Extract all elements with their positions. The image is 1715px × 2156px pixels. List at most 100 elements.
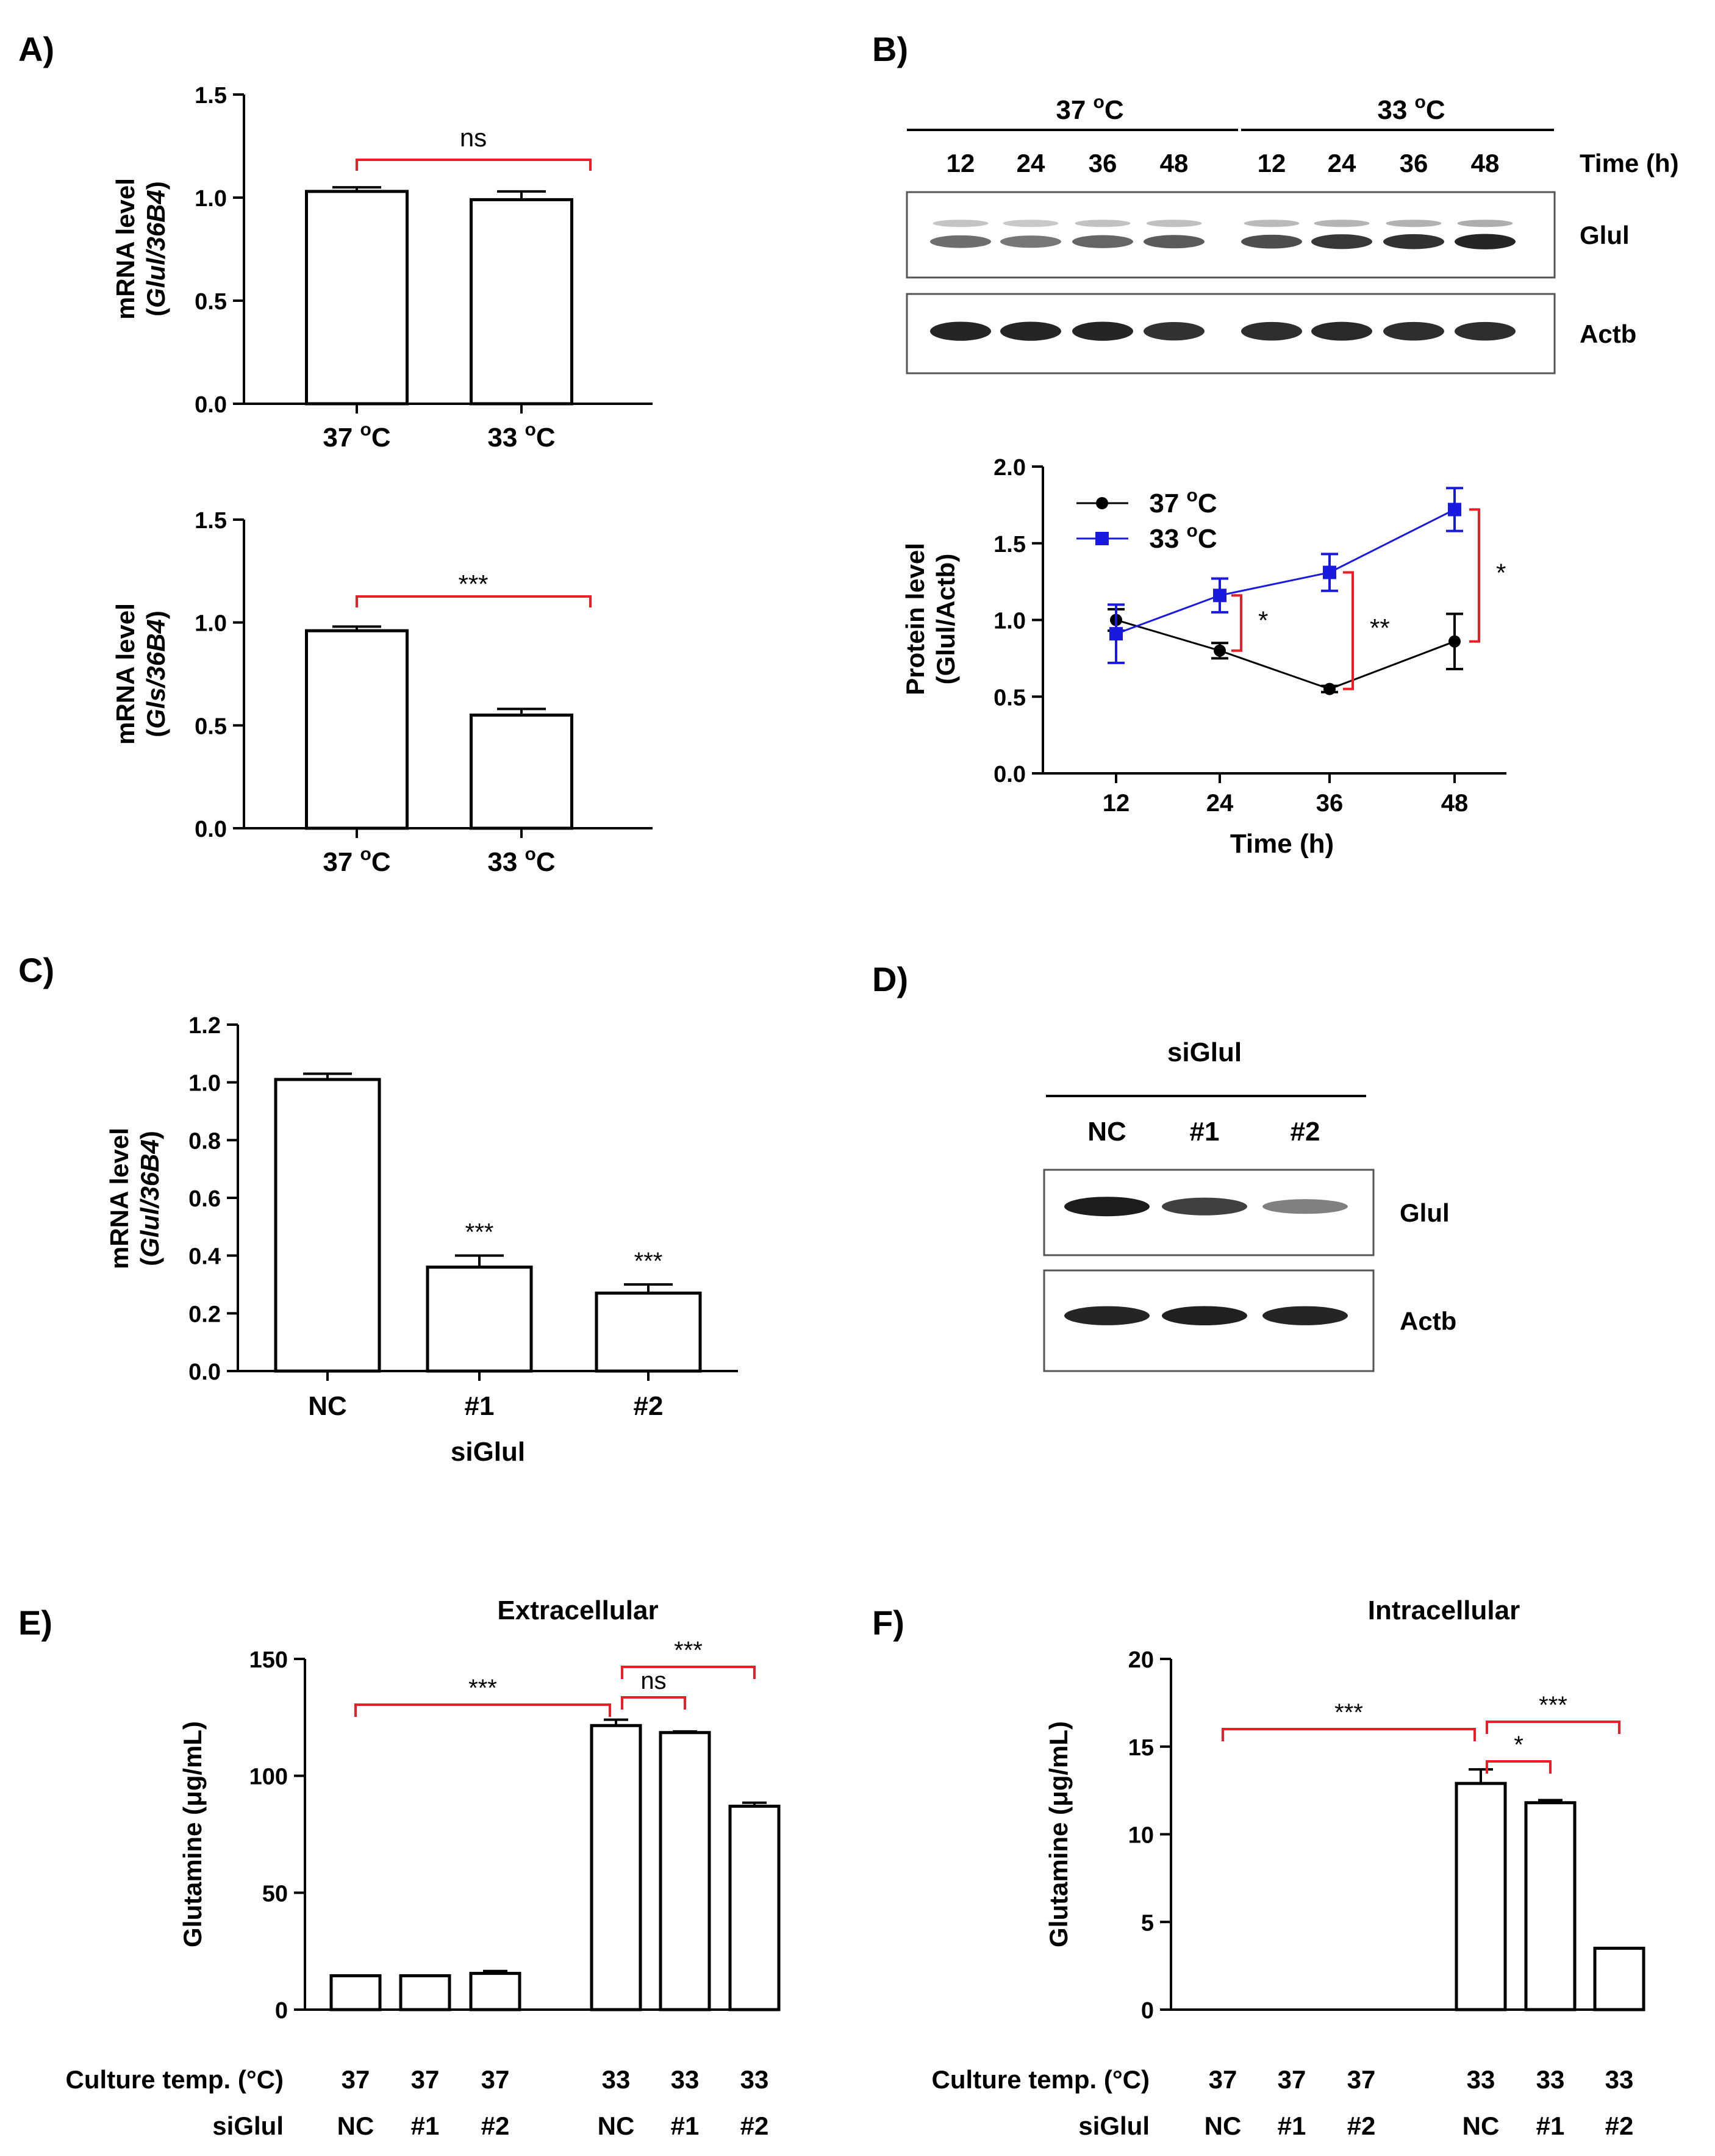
blot-B-band: [1455, 234, 1516, 249]
blot-D-band: [1262, 1199, 1348, 1214]
chart-B-legend-marker: [1095, 532, 1109, 545]
blot-B-lane-label: 12: [1258, 149, 1286, 177]
chart-C-x-label: #2: [634, 1391, 664, 1421]
chart-E-row-label-temp: Culture temp. (°C): [66, 2065, 284, 2094]
blot-D-row-label: Actb: [1400, 1307, 1456, 1336]
chart-E-significance-label: ns: [640, 1667, 666, 1694]
blot-B-band: [1000, 235, 1061, 248]
chart-B-x-tick-label: 12: [1103, 790, 1130, 817]
chart-E-temp-value: 33: [671, 2065, 700, 2094]
blot-B-upper-band: [1314, 220, 1370, 227]
chart-B-legend-label-unit: C: [1198, 524, 1217, 554]
chart-A2-y-label-ratio: (Gls/36B4): [141, 611, 170, 737]
chart-C-y-tick-label: 0.4: [188, 1244, 221, 1270]
chart-B-significance-label: *: [1496, 559, 1506, 587]
chart-A1-y-tick-label: 0.0: [195, 392, 227, 418]
chart-B-x-tick-label: 36: [1316, 790, 1344, 817]
blot-B-band: [1000, 321, 1061, 341]
chart-C-significance-label: ***: [634, 1248, 663, 1275]
blot-B-lane-label: 48: [1471, 149, 1500, 177]
panel-label-C: C): [18, 951, 54, 989]
blot-B-band: [1311, 234, 1372, 249]
chart-A1-bar: [470, 198, 573, 406]
chart-A1-y-tick-label: 0.5: [195, 289, 227, 315]
chart-F-significance-bracket: [1222, 1728, 1476, 1741]
blot-B-band: [1311, 321, 1372, 341]
chart-F-y-label: Glutamine (μg/mL): [1044, 1721, 1073, 1947]
chart-B-y-tick-label: 0.0: [994, 762, 1026, 787]
chart-A1-significance-bracket: [356, 159, 592, 171]
chart-F-temp-value: 37: [1209, 2065, 1237, 2094]
chart-E-temp-value: 37: [411, 2065, 440, 2094]
chart-A2-x-label-unit: C: [536, 847, 556, 877]
blot-B-band: [1383, 321, 1444, 341]
chart-A2-y-tick-label: 1.0: [195, 611, 227, 637]
chart-A2-x-label: 37 oC: [323, 844, 390, 877]
chart-B-legend-label-deg-symbol: o: [1187, 485, 1198, 506]
chart-B-significance-label: **: [1370, 614, 1390, 642]
y-label-paren: (: [141, 729, 170, 737]
blot-D-band: [1162, 1197, 1247, 1216]
chart-C-y-tick-label: 0.6: [188, 1186, 221, 1212]
chart-B-legend-label: 37 oC: [1149, 485, 1217, 518]
blot-B-upper-band: [933, 220, 989, 227]
y-label-paren: ): [135, 1131, 164, 1139]
chart-B-series-line-0: [1115, 619, 1455, 690]
chart-B-y-tick-label: 1.0: [994, 609, 1026, 634]
chart-C-x-label: NC: [308, 1391, 347, 1421]
panel-label-D: D): [872, 960, 908, 998]
chart-C-y-tick-label: 0.2: [188, 1302, 221, 1327]
chart-A2-bar: [305, 629, 409, 830]
chart-A1-x-label-num: 33: [487, 423, 525, 453]
chart-E-bar: [469, 1972, 521, 2011]
blot-B-group-37-deg-symbol: o: [1094, 92, 1105, 112]
chart-F-y-tick-label: 10: [1128, 1823, 1154, 1849]
blot-B-upper-band: [1146, 220, 1202, 227]
chart-F-temp-value: 33: [1536, 2065, 1565, 2094]
chart-E-temp-value: 37: [342, 2065, 370, 2094]
blot-D-lane-label: NC: [1087, 1117, 1126, 1147]
chart-A1-y-label-ratio: (Glul/36B4): [141, 181, 170, 317]
chart-E-siRNA-label: #1: [671, 2111, 700, 2140]
panel-label-F: F): [872, 1603, 904, 1642]
chart-A2-y-label: mRNA level: [111, 603, 140, 745]
chart-F-siRNA-label: #2: [1347, 2111, 1376, 2140]
chart-E-temp-value: 33: [602, 2065, 631, 2094]
chart-C-y-tick-label: 0.8: [188, 1128, 221, 1154]
chart-B-legend-label-num: 37: [1149, 489, 1186, 518]
blot-B-group-33: 33 oC: [1377, 92, 1445, 125]
blot-B-group-37: 37 oC: [1056, 92, 1123, 125]
chart-A1-x-label-deg-symbol: o: [360, 420, 371, 440]
blot-B-row-label: Actb: [1580, 320, 1636, 348]
chart-A1-x-label-unit: C: [371, 423, 391, 453]
blot-D-group-label: siGlul: [1167, 1037, 1242, 1067]
blot-B-lane-label: 12: [947, 149, 975, 177]
chart-F-temp-value: 37: [1347, 2065, 1376, 2094]
chart-C-x-title: siGlul: [451, 1437, 525, 1467]
chart-E-siRNA-label: #1: [411, 2111, 440, 2140]
chart-A2-bar: [470, 713, 573, 830]
chart-E-significance-bracket: [621, 1666, 756, 1679]
blot-B-band: [1241, 321, 1302, 341]
chart-B-legend-marker: [1096, 497, 1108, 509]
blot-B-row-label: Glul: [1580, 221, 1630, 249]
chart-E-siRNA-label: #2: [481, 2111, 510, 2140]
chart-B-significance-label: *: [1258, 606, 1268, 635]
chart-C-y-label-ratio: (Glul/36B4): [135, 1131, 164, 1266]
chart-C-y-label: mRNA level: [105, 1128, 134, 1269]
chart-F-significance-bracket: [1486, 1760, 1552, 1774]
chart-A1-x-label-deg-symbol: o: [525, 420, 536, 440]
chart-B-point: [1213, 589, 1226, 603]
chart-F-significance-bracket: [1486, 1721, 1620, 1734]
blot-B-upper-band: [1386, 220, 1442, 227]
chart-A1-y-tick-label: 1.0: [195, 186, 227, 212]
chart-F-row-label-si: siGlul: [1078, 2111, 1150, 2140]
panel-label-B: B): [872, 30, 908, 68]
y-label-paren: (: [135, 1258, 164, 1266]
chart-E-y-label: Glutamine (μg/mL): [178, 1721, 207, 1947]
chart-B-y-tick-label: 2.0: [994, 455, 1026, 481]
chart-F-siRNA-label: #1: [1278, 2111, 1306, 2140]
chart-F-temp-value: 33: [1605, 2065, 1634, 2094]
blot-B-band: [1072, 235, 1133, 248]
chart-A2-x-label-unit: C: [371, 847, 391, 877]
